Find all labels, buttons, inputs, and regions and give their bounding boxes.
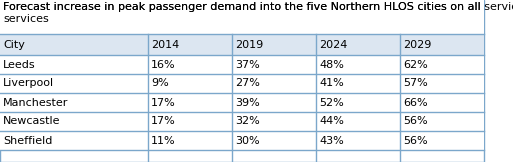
Text: Liverpool: Liverpool	[3, 79, 54, 88]
Text: 39%: 39%	[235, 98, 260, 108]
Text: 16%: 16%	[151, 59, 175, 69]
Text: 32%: 32%	[235, 116, 260, 127]
Text: 17%: 17%	[151, 98, 176, 108]
Text: 66%: 66%	[403, 98, 428, 108]
Text: 27%: 27%	[235, 79, 260, 88]
Text: 2019: 2019	[235, 40, 263, 50]
Text: 11%: 11%	[151, 135, 175, 145]
Text: Newcastle: Newcastle	[3, 116, 61, 127]
Text: 2029: 2029	[403, 40, 431, 50]
Text: 56%: 56%	[403, 135, 428, 145]
Bar	[0, 55, 484, 74]
Text: 37%: 37%	[235, 59, 260, 69]
Text: Forecast increase in peak passenger demand into the five Northern HLOS cities on: Forecast increase in peak passenger dema…	[3, 2, 481, 24]
Text: 52%: 52%	[319, 98, 344, 108]
Text: 57%: 57%	[403, 79, 428, 88]
Text: 56%: 56%	[403, 116, 428, 127]
Bar	[0, 74, 484, 93]
Text: Sheffield: Sheffield	[3, 135, 52, 145]
Text: 2014: 2014	[151, 40, 179, 50]
Bar	[0, 112, 484, 131]
Text: 44%: 44%	[319, 116, 344, 127]
Text: Forecast increase in peak passenger demand into the five Northern HLOS cities on: Forecast increase in peak passenger dema…	[3, 2, 513, 12]
Bar	[0, 0, 484, 34]
Text: 41%: 41%	[319, 79, 344, 88]
Text: Leeds: Leeds	[3, 59, 35, 69]
Text: 17%: 17%	[151, 116, 176, 127]
Text: Manchester: Manchester	[3, 98, 68, 108]
Bar	[0, 131, 484, 150]
Text: City: City	[3, 40, 25, 50]
Text: 48%: 48%	[319, 59, 344, 69]
Text: 62%: 62%	[403, 59, 428, 69]
Text: 30%: 30%	[235, 135, 260, 145]
Text: 9%: 9%	[151, 79, 169, 88]
Bar	[0, 34, 484, 55]
Text: 2024: 2024	[319, 40, 347, 50]
Text: 43%: 43%	[319, 135, 344, 145]
Bar	[0, 93, 484, 112]
